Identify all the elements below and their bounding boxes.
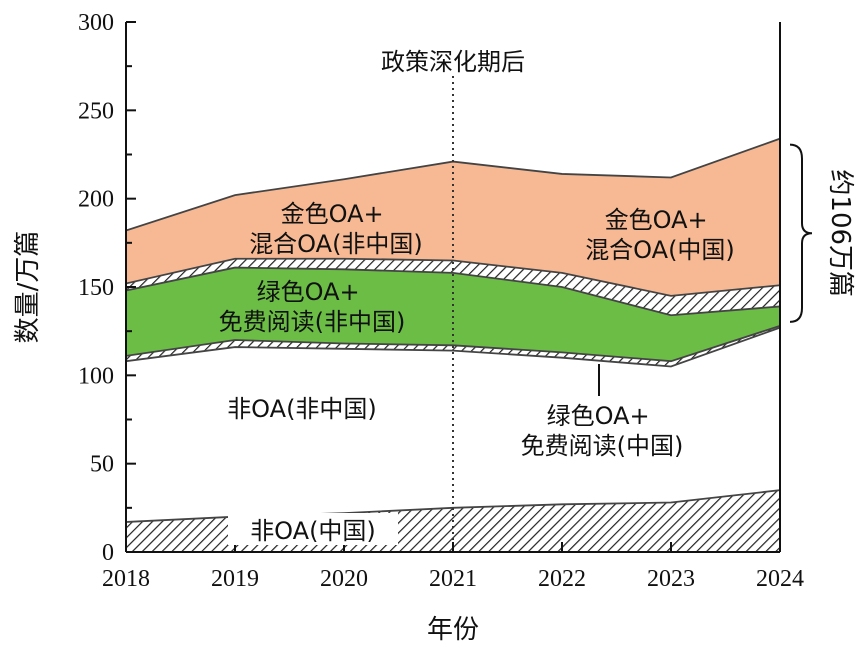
label-non-oa-china-bg [228, 513, 398, 545]
x-tick-label: 2018 [102, 566, 150, 592]
boundary-line-2 [125, 325, 781, 363]
y-tick-label: 100 [78, 363, 114, 389]
area-5 [126, 138, 780, 296]
boundary-line-1 [125, 326, 781, 368]
boundary-line-3 [125, 266, 781, 317]
label-gold-non-china-line2: 混合OA(非中国) [249, 230, 423, 258]
label-green-china-line2: 免费阅读(中国) [521, 432, 684, 460]
label-gold-china-line1: 金色OA+ [605, 206, 708, 234]
label-gold-china-line2: 混合OA(中国) [585, 236, 735, 264]
y-tick-label: 300 [78, 10, 114, 36]
y-axis-title: 数量/万篇 [13, 231, 43, 344]
label-gold-non-china-line1: 金色OA+ [281, 200, 384, 228]
x-tick-label: 2019 [211, 566, 259, 592]
y-tick-label: 0 [102, 540, 114, 566]
label-gold-china: 金色OA+ 混合OA(中国) [585, 206, 735, 264]
label-green-non-china-line2: 免费阅读(非中国) [219, 308, 406, 336]
y-tick-label: 150 [78, 275, 114, 301]
y-tick-label: 50 [90, 452, 114, 478]
x-tick-label: 2024 [756, 566, 804, 592]
x-tick-label: 2020 [320, 566, 368, 592]
bracket-label: 约106万篇 [825, 169, 855, 297]
x-tick-label: 2021 [429, 566, 477, 592]
boundary-line-4 [125, 257, 781, 297]
label-gold-non-china: 金色OA+ 混合OA(非中国) [249, 200, 423, 258]
bracket-mark [789, 143, 813, 323]
y-tick-label: 250 [78, 98, 114, 124]
label-green-china-line1: 绿色OA+ [547, 402, 650, 430]
x-tick-label: 2022 [538, 566, 586, 592]
policy-label: 政策深化期后 [381, 48, 525, 76]
label-green-non-china-line1: 绿色OA+ [257, 278, 360, 306]
label-green-non-china: 绿色OA+ 免费阅读(非中国) [219, 278, 406, 336]
y-tick-label: 200 [78, 187, 114, 213]
label-non-oa-non-china: 非OA(非中国) [227, 395, 377, 423]
area-3 [126, 267, 780, 362]
label-non-oa-china: 非OA(中国) [250, 517, 376, 545]
x-tick-label: 2023 [647, 566, 695, 592]
label-green-china: 绿色OA+ 免费阅读(中国) [521, 402, 684, 460]
x-axis-title: 年份 [427, 615, 479, 645]
